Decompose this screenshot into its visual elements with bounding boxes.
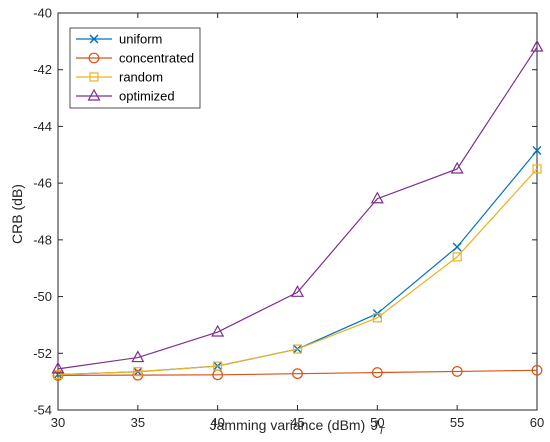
data-point-random: [452, 252, 462, 262]
data-point-random: [292, 344, 303, 354]
data-point-random: [532, 164, 542, 174]
y-tick-label: -42: [33, 62, 52, 77]
data-point-concentrated: [292, 368, 303, 380]
legend-item-random: random: [76, 70, 163, 85]
data-point-concentrated: [371, 367, 383, 378]
x-tick-label: 40: [210, 415, 224, 430]
data-point-concentrated: [451, 366, 463, 377]
data-point-uniform: [452, 242, 462, 252]
legend-label: optimized: [119, 89, 175, 104]
data-point-concentrated: [531, 364, 543, 376]
legend-label: uniform: [119, 32, 162, 47]
data-point-random: [133, 367, 143, 377]
data-point-optimized: [530, 39, 544, 52]
y-tick-label: -52: [33, 346, 52, 361]
data-point-random: [53, 369, 63, 380]
y-tick-label: -40: [33, 6, 52, 21]
legend-marker-uniform: [89, 34, 99, 44]
series-random: [53, 164, 542, 380]
legend-item-optimized: optimized: [76, 89, 175, 104]
legend: uniform concentrated random optimized: [69, 27, 201, 109]
data-point-random: [372, 313, 382, 323]
legend-marker-random: [89, 72, 99, 82]
data-point-optimized: [370, 191, 384, 204]
legend-item-uniform: uniform: [76, 32, 162, 47]
data-point-concentrated: [132, 369, 144, 381]
y-tick-label: -44: [33, 119, 52, 134]
legend-label: random: [119, 70, 163, 85]
y-tick-label: -50: [33, 289, 52, 304]
series-line-optimized: [57, 46, 538, 370]
data-point-random: [213, 361, 223, 371]
x-tick-label: 55: [450, 415, 464, 430]
data-point-optimized: [51, 361, 65, 374]
data-point-optimized: [450, 161, 464, 174]
y-tick-label: -48: [33, 232, 52, 247]
legend-label: concentrated: [119, 51, 194, 66]
x-tick-label: 45: [290, 415, 304, 430]
data-point-optimized: [131, 350, 145, 363]
legend-item-concentrated: concentrated: [76, 51, 194, 66]
x-axis-label: Jamming variance (dBm) JT: [210, 417, 386, 437]
series-line-random: [57, 168, 538, 376]
legend-marker-concentrated: [88, 52, 100, 64]
series-layer: [51, 39, 544, 381]
tick-layer: 30 35 40 45 50 55 60 -54 -52 -50 -48 -46 -44 -42 -40: [33, 6, 544, 431]
y-axis-label: CRB (dB): [9, 184, 25, 244]
x-tick-label: 60: [530, 415, 544, 430]
x-tick-label: 35: [131, 415, 145, 430]
x-tick-label: 50: [370, 415, 384, 430]
data-point-uniform: [532, 146, 542, 156]
data-point-optimized: [290, 285, 305, 297]
y-tick-label: -46: [33, 176, 52, 191]
series-optimized: [51, 39, 544, 374]
x-tick-label: 30: [51, 415, 65, 430]
y-tick-label: -54: [33, 403, 52, 418]
legend-marker-optimized: [87, 88, 101, 101]
data-point-optimized: [211, 324, 225, 337]
